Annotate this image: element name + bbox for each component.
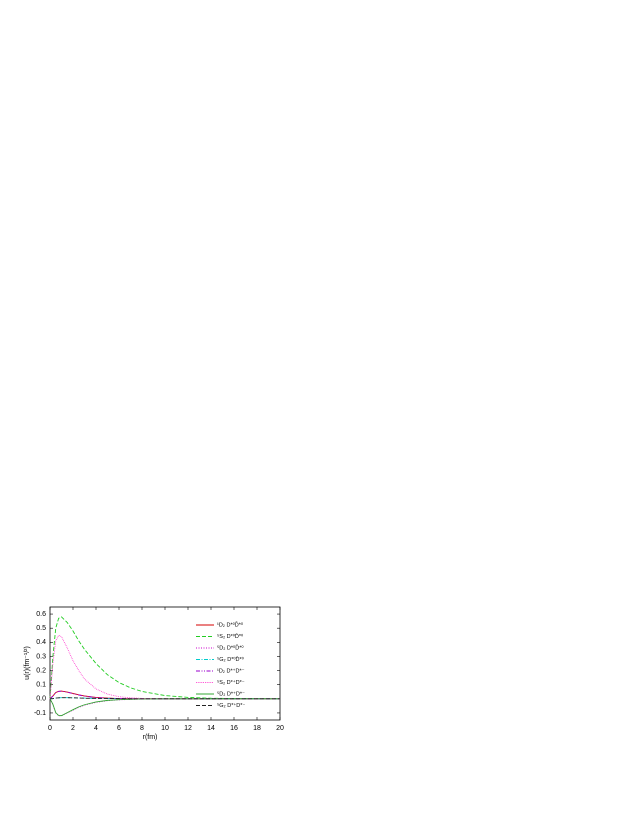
- plot-frame: [49, 606, 281, 721]
- x-axis-label: r(fm): [143, 734, 158, 741]
- legend-label: ¹D₂ D*⁰D̄*⁰: [217, 621, 244, 628]
- x-tick-label: 14: [207, 725, 215, 732]
- y-axis-label: u(r)(fm⁻¹/²): [24, 646, 31, 680]
- y-tick-label: 0.2: [36, 667, 46, 674]
- series-line: [49, 690, 280, 700]
- x-tick-label: 16: [230, 725, 238, 732]
- x-tick-label: 18: [253, 725, 261, 732]
- y-tick-label: 0.6: [36, 611, 46, 618]
- y-tick-label: 0.5: [36, 625, 46, 632]
- x-tick-label: 10: [161, 725, 169, 732]
- series-line: [49, 634, 280, 700]
- legend-label: ⁵D₂ D*⁺D*⁻: [217, 690, 245, 697]
- y-tick-label: 0.4: [36, 639, 46, 646]
- x-tick-label: 4: [94, 725, 98, 732]
- y-tick-label: -0.1: [34, 710, 46, 717]
- x-tick-label: 20: [276, 725, 284, 732]
- x-tick-label: 2: [71, 725, 75, 732]
- series-line: [49, 698, 280, 717]
- x-tick-label: 6: [117, 725, 121, 732]
- legend-label: ⁵D₂ D*⁰D̄*⁰: [217, 644, 244, 651]
- x-tick-label: 8: [140, 725, 144, 732]
- series-line: [49, 697, 280, 700]
- y-tick-label: 0.0: [36, 696, 46, 703]
- x-tick-label: 0: [48, 725, 52, 732]
- series-line: [49, 698, 280, 717]
- x-tick-label: 12: [184, 725, 192, 732]
- legend-label: ¹D₂ D*⁺D*⁻: [217, 667, 245, 674]
- legend-label: ⁵G₂ D*⁺D*⁻: [217, 702, 245, 709]
- legend-label: ⁵S₂ D*⁰D̄*⁰: [217, 633, 244, 640]
- y-tick-label: 0.3: [36, 653, 46, 660]
- legend-label: ⁵G₂ D*⁰D̄*⁰: [217, 656, 245, 663]
- series-line: [49, 616, 281, 700]
- legend-label: ⁵S₂ D*⁺D*⁻: [217, 679, 245, 686]
- y-tick-label: 0.1: [36, 682, 46, 689]
